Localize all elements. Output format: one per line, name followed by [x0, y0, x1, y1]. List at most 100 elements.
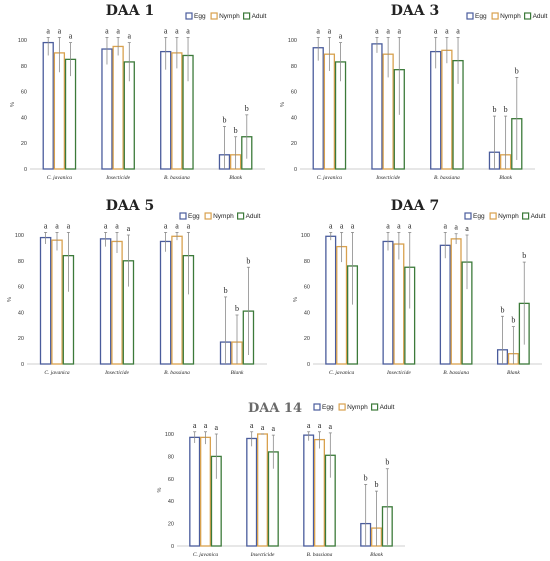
chart-title: DAA 3: [391, 3, 439, 19]
significance-letter: a: [127, 224, 131, 233]
x-tick-label: C. javanica: [193, 552, 219, 558]
y-tick-label: 80: [21, 64, 27, 70]
y-tick-label: 60: [304, 285, 310, 291]
bar-nymph-3: [450, 238, 462, 365]
y-tick-label: 20: [304, 336, 310, 342]
y-tick-label: 0: [24, 167, 27, 173]
chart-legend: Egg Nymph Adult: [313, 403, 395, 411]
y-tick-label: 60: [18, 285, 24, 291]
bar-egg-2: [99, 238, 112, 365]
significance-letter: a: [164, 26, 168, 35]
y-tick-label: 0: [294, 167, 297, 173]
significance-letter: a: [187, 221, 191, 230]
x-tick-label: C. javanica: [317, 175, 343, 181]
legend-label: Egg: [322, 404, 334, 411]
y-tick-label: 0: [21, 362, 24, 368]
significance-letter: b: [492, 105, 496, 114]
y-tick-label: 40: [304, 310, 310, 316]
y-tick-label: 40: [21, 115, 27, 121]
significance-letter: b: [522, 251, 526, 260]
y-tick-label: 20: [21, 141, 27, 147]
significance-letter: a: [397, 221, 401, 230]
legend-swatch-egg: [185, 12, 193, 20]
y-tick-label: 60: [291, 90, 297, 96]
legend-swatch-adult: [237, 212, 245, 220]
legend-label: Nymph: [500, 13, 521, 20]
chart-title: DAA 1: [106, 3, 154, 19]
chart-legend: Egg Nymph Adult: [179, 212, 261, 220]
significance-letter: b: [245, 104, 249, 113]
y-tick-label: 100: [15, 233, 24, 239]
bar-egg-3: [159, 240, 172, 365]
x-tick-label: Blank: [499, 175, 512, 181]
significance-letter: a: [175, 221, 179, 230]
significance-letter: a: [465, 224, 469, 233]
bar-nymph-2: [112, 45, 124, 170]
significance-letter: a: [454, 223, 458, 232]
y-axis-label: %: [293, 297, 299, 302]
y-tick-label: 80: [304, 259, 310, 265]
bar-egg-3: [439, 244, 451, 365]
x-tick-label: Insecticide: [250, 552, 275, 558]
significance-letter: a: [340, 221, 344, 230]
legend-label: Nymph: [219, 13, 240, 20]
significance-letter: a: [456, 26, 460, 35]
legend-swatch-adult: [521, 212, 530, 220]
y-tick-label: 0: [171, 544, 174, 550]
bar-nymph-2: [393, 243, 405, 365]
y-tick-label: 40: [18, 310, 24, 316]
x-tick-label: Insecticide: [104, 370, 129, 376]
chart-legend: Egg Nymph Adult: [185, 12, 267, 20]
significance-letter: a: [55, 221, 59, 230]
legend-swatch-nymph: [204, 212, 212, 220]
x-tick-label: C. javanica: [47, 175, 73, 181]
legend-swatch-nymph: [338, 403, 346, 411]
legend-label: Nymph: [347, 404, 368, 411]
bar-nymph-1: [51, 239, 63, 365]
y-tick-label: 100: [18, 38, 27, 44]
chart-legend: Egg Nymph Adult: [466, 12, 548, 20]
x-tick-label: B. bassiana: [443, 370, 469, 376]
significance-letter: a: [69, 32, 73, 41]
significance-letter: a: [115, 221, 119, 230]
legend-label: Egg: [194, 13, 206, 20]
legend-swatch-adult: [243, 12, 251, 20]
bar-egg-1: [312, 47, 324, 170]
legend-label: Egg: [473, 213, 485, 220]
significance-letter: b: [500, 305, 504, 314]
significance-letter: a: [316, 26, 320, 35]
significance-letter: b: [364, 473, 368, 482]
significance-letter: a: [44, 221, 48, 230]
bar-nymph-3: [441, 49, 453, 170]
significance-letter: b: [246, 256, 250, 265]
y-tick-label: 100: [165, 432, 174, 438]
bar-nymph-1: [336, 245, 348, 365]
significance-letter: b: [224, 286, 228, 295]
significance-letter: a: [339, 32, 343, 41]
legend-label: Egg: [475, 13, 487, 20]
significance-letter: a: [375, 26, 379, 35]
y-tick-label: 60: [21, 90, 27, 96]
significance-letter: a: [186, 26, 190, 35]
legend-label: Adult: [246, 213, 261, 220]
bar-nymph-2: [111, 240, 123, 365]
bar-nymph-3: [314, 438, 325, 547]
y-axis-label: %: [10, 102, 16, 107]
significance-letter: a: [261, 423, 265, 432]
significance-letter: b: [511, 316, 515, 325]
chart-legend: Egg Nymph Adult: [464, 212, 546, 220]
bar-nymph-3: [171, 235, 183, 365]
y-tick-label: 20: [291, 141, 297, 147]
legend-label: Nymph: [498, 213, 519, 220]
significance-letter: a: [175, 26, 179, 35]
bar-nymph-1: [323, 53, 336, 170]
significance-letter: a: [386, 221, 390, 230]
significance-letter: a: [46, 26, 50, 35]
significance-letter: a: [443, 221, 447, 230]
significance-letter: b: [504, 105, 508, 114]
significance-letter: a: [398, 26, 402, 35]
y-tick-label: 20: [168, 522, 174, 528]
bar-egg-3: [430, 50, 442, 170]
bar-egg-2: [382, 240, 394, 365]
